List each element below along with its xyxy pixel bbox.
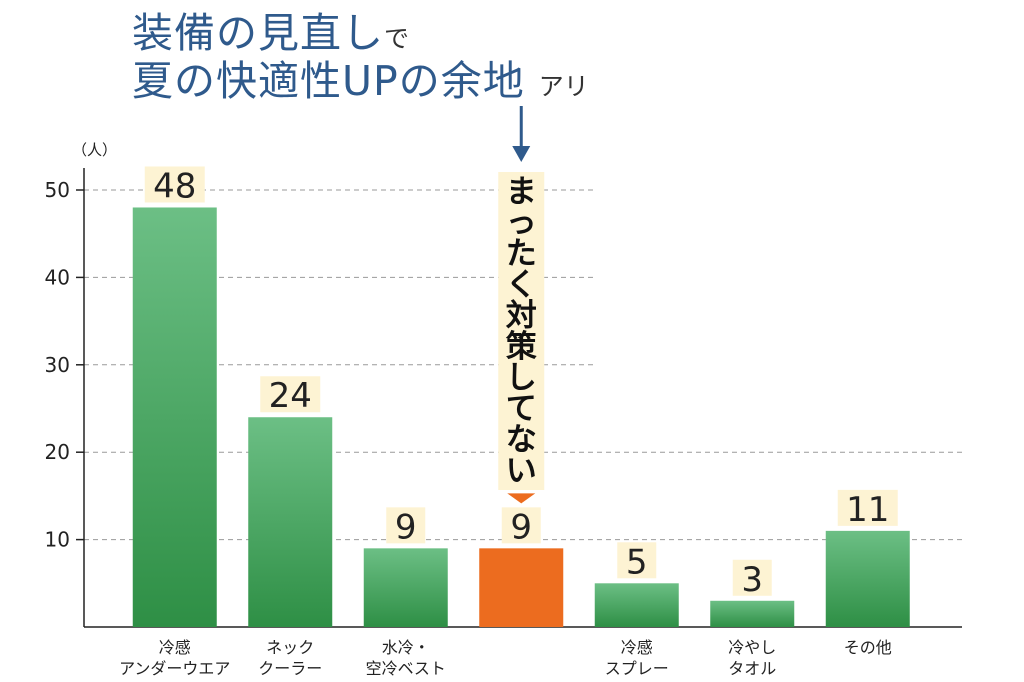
callout-box: [498, 172, 545, 490]
title-line2-main: 夏の快適性UPの余地: [132, 57, 525, 105]
value-label-0: 48: [153, 166, 196, 206]
category-label-2-0: 水冷・: [382, 638, 430, 657]
axes: （人） 10 20 30 40 50: [45, 141, 962, 628]
value-label-6: 11: [846, 490, 889, 530]
bar-1: [248, 417, 333, 627]
title-arrow-head: [512, 146, 531, 162]
category-label-5-0: 冷やし: [728, 638, 776, 657]
callout-char-1: っ: [506, 205, 537, 241]
callout-char-4: 対: [506, 298, 537, 334]
category-label-6-0: その他: [844, 638, 892, 657]
bar-2: [363, 548, 448, 627]
callout-char-2: た: [506, 236, 537, 272]
category-label-5-1: タオル: [728, 659, 776, 678]
callout-char-7: て: [506, 391, 537, 427]
value-label-bg-0: [144, 166, 205, 203]
value-label-1: 24: [269, 376, 312, 416]
y-axis-unit: （人）: [72, 141, 117, 159]
bar-3: [479, 548, 564, 627]
title-line1-main: 装備の見直し: [132, 9, 384, 57]
bar-4: [594, 583, 679, 627]
title-line1-small: で: [384, 24, 410, 53]
category-label-0-0: 冷感: [159, 638, 191, 657]
title-line2-small: アリ: [538, 72, 589, 101]
y-tick-label-10: 10: [45, 528, 70, 552]
bar-6: [825, 530, 910, 627]
value-label-3: 9: [510, 507, 532, 547]
value-label-5: 3: [741, 560, 763, 600]
chart-title-line2: 夏の快適性UPの余地 アリ: [132, 58, 589, 110]
value-label-bg-3: [501, 507, 541, 544]
bar-0: [132, 207, 217, 628]
callout-char-8: な: [506, 422, 537, 458]
y-tick-label-50: 50: [45, 178, 70, 202]
bars: [132, 207, 910, 628]
callout-arrow-head: [507, 493, 536, 504]
category-label-1-0: ネック: [266, 638, 314, 657]
callout-char-6: し: [506, 360, 537, 396]
y-tick-label-40: 40: [45, 265, 70, 289]
y-tick-label-20: 20: [45, 440, 70, 464]
value-label-bg-6: [837, 489, 898, 526]
callout-char-5: 策: [506, 329, 537, 365]
category-label-2-1: 空冷ベスト: [366, 659, 446, 678]
category-label-4-1: スプレー: [605, 659, 669, 678]
value-label-bg-1: [260, 376, 321, 413]
value-label-2: 9: [395, 507, 417, 547]
callout-char-0: ま: [506, 174, 537, 210]
callout-char-9: い: [506, 453, 537, 489]
value-label-bg-4: [617, 542, 657, 579]
value-labels: 48 24 9 9 5 3 11: [144, 166, 898, 600]
callout-char-3: く: [506, 267, 537, 303]
value-label-4: 5: [626, 542, 648, 582]
category-label-0-1: アンダーウエア: [119, 659, 230, 678]
chart-title-line1: 装備の見直しで: [132, 10, 409, 62]
y-tick-label-30: 30: [45, 353, 70, 377]
value-label-bg-5: [732, 559, 772, 596]
value-label-bg-2: [386, 507, 426, 544]
category-label-4-0: 冷感: [621, 638, 653, 657]
bar-5: [710, 600, 795, 627]
category-label-1-1: クーラー: [258, 659, 322, 678]
